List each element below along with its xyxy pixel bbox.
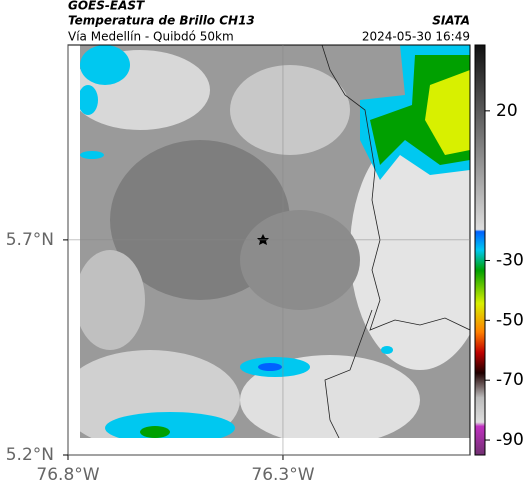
product: Temperatura de Brillo CH13	[68, 14, 255, 28]
colorbar	[474, 44, 486, 456]
satellite-image	[80, 45, 470, 438]
y-tick-label: 5.2°N	[6, 445, 54, 465]
datetime: 2024-05-30 16:49	[362, 30, 470, 44]
x-tick-label: 76.3°W	[251, 465, 314, 485]
colorbar-tick-label: -50	[496, 310, 524, 330]
satellite: GOES-EAST	[68, 0, 145, 13]
colorbar-tick-label: 20	[496, 101, 518, 121]
colorbar-tick-label: -30	[496, 250, 524, 270]
location-marker	[257, 234, 269, 245]
colorbar-tick-label: -90	[496, 430, 524, 450]
route: Vía Medellín - Quibdó 50km	[68, 30, 234, 44]
x-tick-label: 76.8°W	[36, 465, 99, 485]
colorbar-tick-label: -70	[496, 370, 524, 390]
y-tick-label: 5.7°N	[6, 230, 54, 250]
source: SIATA	[432, 14, 470, 28]
